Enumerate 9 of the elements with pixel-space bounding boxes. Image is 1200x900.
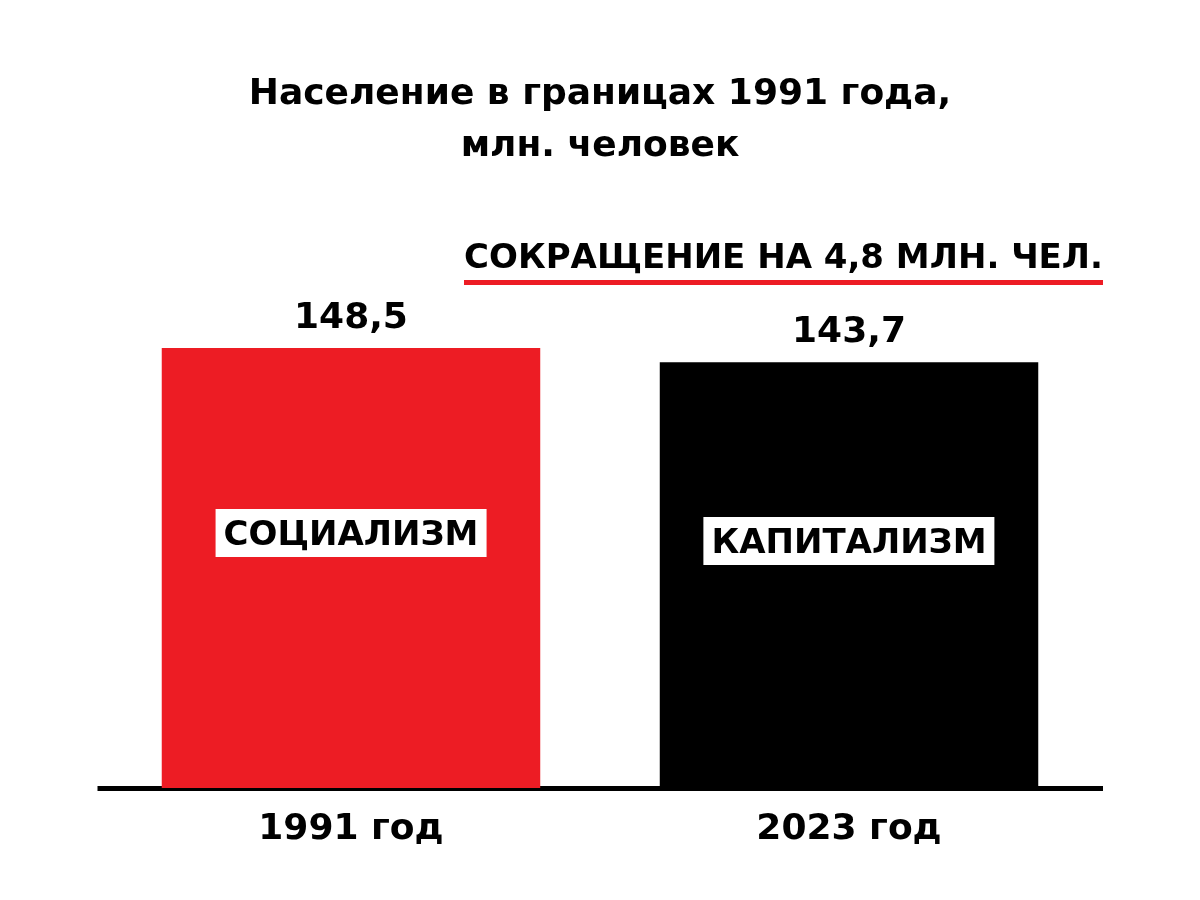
text: млн. человек [460,123,740,164]
text: Население в границах 1991 года, [248,71,952,112]
data-label: 143,7 [792,309,906,351]
x-tick-label: 2023 год [756,805,942,847]
data-label: 148,5 [294,295,408,336]
text: СОКРАЩЕНИЕ НА 4,8 МЛН. ЧЕЛ. [464,236,1103,285]
x-tick-label: 1991 год [258,805,444,847]
annotation: КАПИТАЛИЗМ [703,517,995,566]
annotation: СОЦИАЛИЗМ [215,508,487,557]
